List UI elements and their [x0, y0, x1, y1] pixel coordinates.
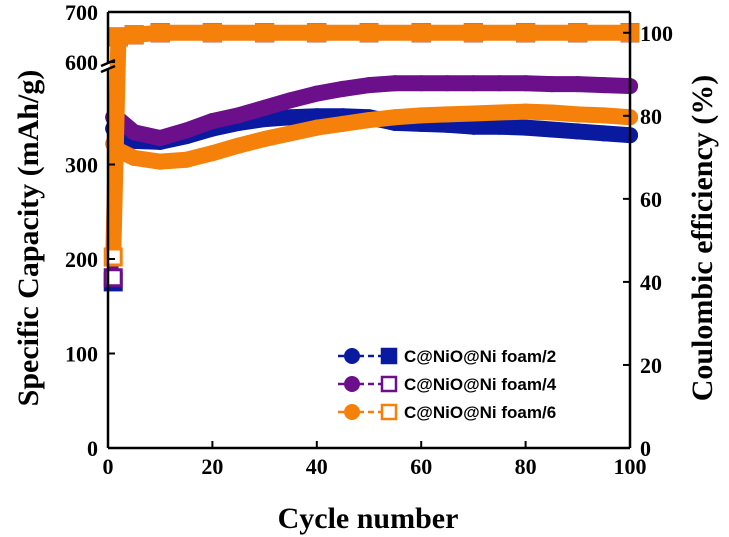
- capacity-point: [178, 151, 195, 168]
- capacity-point: [230, 137, 247, 154]
- legend-item: C@NiO@Ni foam/4: [338, 375, 557, 394]
- x-axis-title: Cycle number: [278, 502, 459, 535]
- capacity-point: [439, 75, 456, 92]
- capacity-point: [282, 92, 299, 109]
- capacity-point: [308, 85, 325, 102]
- capacity-point: [413, 75, 430, 92]
- capacity-point: [569, 106, 586, 123]
- efficiency-point: [568, 23, 588, 43]
- x-tick-label: 0: [103, 454, 114, 479]
- legend-circle-marker: [344, 404, 360, 420]
- capacity-point: [491, 75, 508, 92]
- y-axis-title-right: Coulombic efficiency (%): [686, 75, 719, 402]
- efficiency-point: [411, 23, 431, 43]
- y-tick-label-right: 80: [640, 104, 662, 129]
- legend-square-marker: [380, 375, 398, 393]
- efficiency-point: [307, 23, 327, 43]
- capacity-point: [256, 130, 273, 147]
- legend-label: C@NiO@Ni foam/4: [404, 375, 557, 394]
- capacity-point: [465, 105, 482, 122]
- efficiency-band: [105, 24, 630, 258]
- x-tick-label: 60: [410, 454, 432, 479]
- capacity-point: [230, 107, 247, 124]
- capacity-point: [465, 118, 482, 135]
- capacity-point: [334, 115, 351, 132]
- y-tick-label-left: 100: [65, 342, 98, 367]
- efficiency-point: [359, 23, 379, 43]
- y-tick-label-left: 200: [65, 247, 98, 272]
- legend-label: C@NiO@Ni foam/6: [404, 403, 556, 422]
- efficiency-point: [255, 23, 275, 43]
- y-tick-label-right: 40: [640, 270, 662, 295]
- capacity-point: [308, 119, 325, 136]
- x-tick-label: 40: [306, 454, 328, 479]
- capacity-point: [595, 77, 612, 94]
- capacity-point: [569, 76, 586, 93]
- efficiency-point: [202, 23, 222, 43]
- capacity-point: [517, 119, 534, 136]
- capacity-point: [126, 149, 143, 166]
- legend-square-marker: [380, 403, 398, 421]
- capacity-band: [105, 103, 638, 170]
- capacity-point: [543, 76, 560, 93]
- efficiency-point: [150, 23, 170, 43]
- capacity-point: [126, 124, 143, 141]
- y-axis-title-left: Specific Capacity (mAh/g): [12, 70, 45, 407]
- x-tick-label: 100: [614, 454, 647, 479]
- y-tick-label-left: 700: [65, 0, 98, 25]
- capacity-point: [595, 125, 612, 142]
- capacity-point: [387, 109, 404, 126]
- capacity-point: [595, 107, 612, 124]
- axis-break-mark: [100, 64, 116, 74]
- capacity-point: [282, 125, 299, 142]
- capacity-band: [105, 75, 638, 147]
- capacity-point: [387, 75, 404, 92]
- capacity-point: [491, 104, 508, 121]
- capacity-point: [543, 104, 560, 121]
- y-tick-label-left: 600: [65, 50, 98, 75]
- y-tick-label-right: 20: [640, 353, 662, 378]
- series-layer: [103, 23, 640, 292]
- capacity-point: [204, 113, 221, 130]
- capacity-point: [517, 103, 534, 120]
- y-tick-label-right: 60: [640, 187, 662, 212]
- capacity-point: [465, 75, 482, 92]
- capacity-point: [439, 106, 456, 123]
- capacity-point: [204, 145, 221, 162]
- capacity-point: [543, 121, 560, 138]
- legend-item: C@NiO@Ni foam/6: [338, 403, 556, 422]
- legend-item: C@NiO@Ni foam/2: [338, 347, 556, 366]
- axes-layer: [100, 10, 632, 450]
- x-tick-label: 20: [201, 454, 223, 479]
- series-3: [103, 23, 640, 267]
- capacity-point: [334, 80, 351, 97]
- capacity-point: [256, 99, 273, 116]
- efficiency-point: [463, 23, 483, 43]
- y-tick-label-left: 0: [87, 436, 98, 461]
- capacity-point: [152, 153, 169, 170]
- capacity-point: [282, 109, 299, 126]
- y-tick-label-right: 100: [640, 21, 673, 46]
- efficiency-point: [516, 23, 536, 43]
- x-tick-label: 80: [515, 454, 537, 479]
- legend-square-marker: [380, 347, 398, 365]
- legend-label: C@NiO@Ni foam/2: [404, 347, 556, 366]
- capacity-point: [569, 123, 586, 140]
- efficiency-point: [108, 27, 128, 47]
- capacity-point: [491, 118, 508, 135]
- efficiency-point: [124, 25, 144, 45]
- y-tick-label-left: 300: [65, 153, 98, 178]
- capacity-point: [152, 130, 169, 147]
- capacity-point: [413, 107, 430, 124]
- legend: C@NiO@Ni foam/2 C@NiO@Ni foam/4 C@NiO@Ni f…: [338, 347, 557, 422]
- legend-circle-marker: [344, 376, 360, 392]
- capacity-point: [361, 77, 377, 94]
- capacity-point: [178, 122, 195, 139]
- legend-circle-marker: [344, 348, 360, 364]
- capacity-point: [361, 112, 377, 129]
- y-tick-label-right: 0: [640, 436, 651, 461]
- capacity-point: [517, 75, 534, 92]
